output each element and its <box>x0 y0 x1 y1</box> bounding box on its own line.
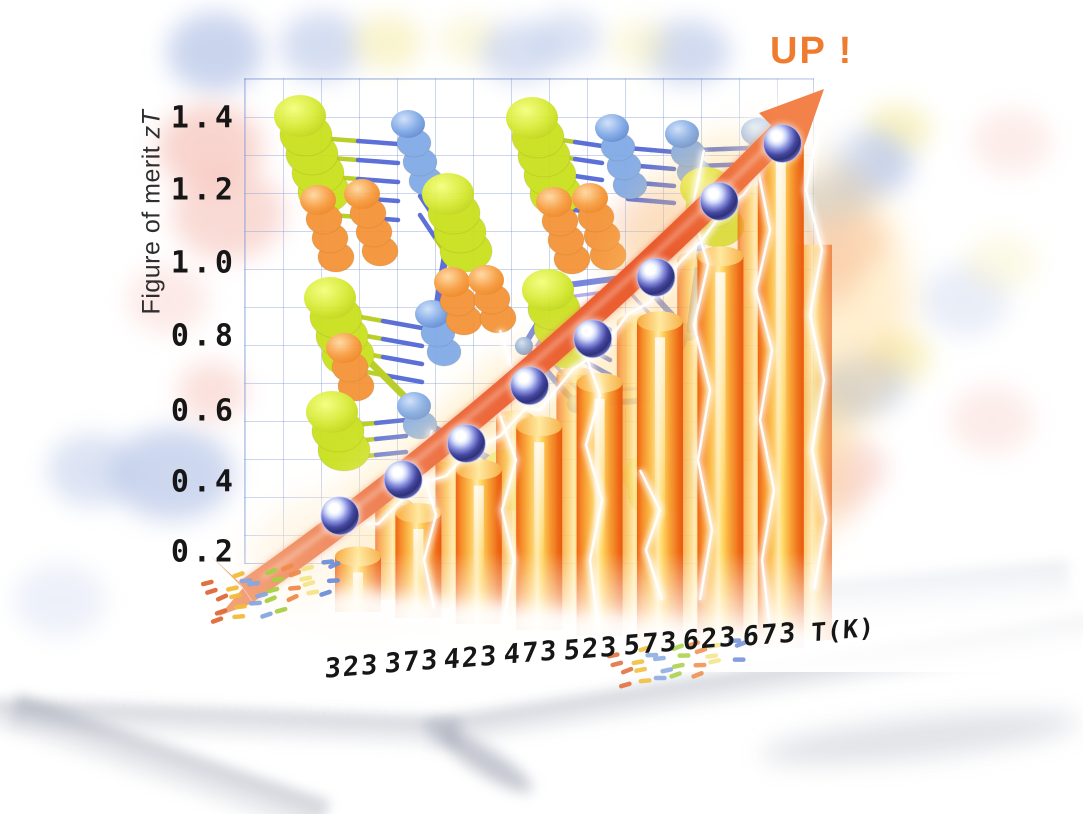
lightning-bolts <box>259 129 830 629</box>
atom-blob <box>167 12 263 92</box>
atom-blob <box>972 110 1052 174</box>
atom-blob <box>48 434 136 506</box>
arrow-head <box>759 89 824 155</box>
data-sphere <box>383 460 423 500</box>
zt-bar-cap <box>637 311 683 332</box>
atom-blob <box>172 168 284 260</box>
zt-bar-cap <box>455 459 502 480</box>
zt-bar-cap <box>576 372 623 393</box>
confetti-cluster-right <box>606 638 748 689</box>
atom-blob <box>534 12 602 64</box>
data-sphere <box>446 424 486 464</box>
confetti-cluster-left <box>200 559 341 624</box>
data-sphere <box>699 181 739 221</box>
atom-blob <box>950 386 1034 454</box>
data-sphere <box>573 319 613 359</box>
atom-blob <box>354 14 422 70</box>
atom-blob <box>646 20 730 84</box>
atom-blob <box>280 12 364 80</box>
data-spheres <box>319 122 804 537</box>
data-sphere <box>636 257 676 297</box>
atom-blob <box>966 234 1038 290</box>
data-sphere <box>320 496 360 536</box>
atom-blob <box>178 362 246 422</box>
atom-blob <box>14 564 106 636</box>
atom-blob <box>610 20 670 68</box>
atom-blob <box>128 266 208 334</box>
arrow-tail <box>210 555 253 616</box>
data-sphere <box>510 366 550 406</box>
data-sphere <box>762 124 802 164</box>
atom-blob <box>921 264 1009 336</box>
zt-bar-cap <box>395 503 442 524</box>
zt-bar-cap <box>516 416 563 437</box>
